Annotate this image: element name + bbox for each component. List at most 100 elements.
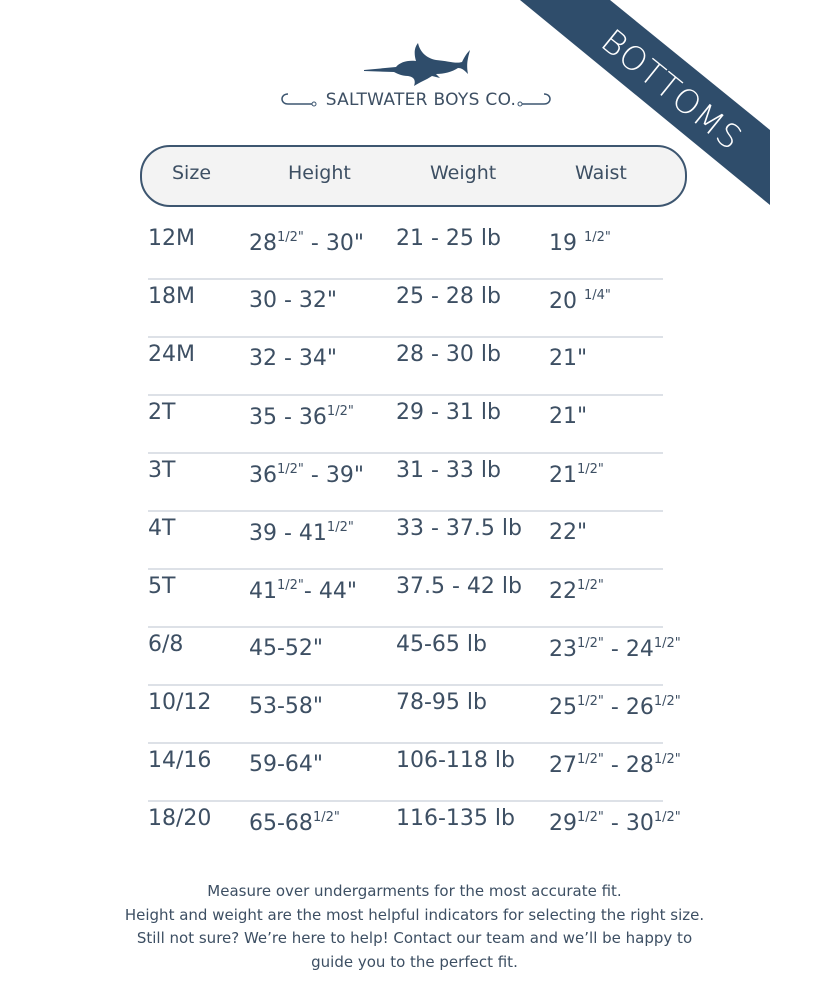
cell-text: 21" <box>549 404 588 429</box>
cell-text: 23 <box>549 637 577 662</box>
cell-height: 411/2"- 44" <box>249 578 357 604</box>
cell-waist: 231/2" - 241/2" <box>549 636 681 662</box>
cell-text: 27 <box>549 753 577 778</box>
cell-size: 4T <box>148 516 176 541</box>
table-row: 24M 32 - 34" 28 - 30 lb 21" <box>148 338 663 396</box>
cell-weight: 106-118 lb <box>396 748 515 773</box>
table-row: 4T 39 - 411/2" 33 - 37.5 lb 22" <box>148 512 663 570</box>
cell-text: - 28 <box>603 753 654 778</box>
cell-height: 65-681/2" <box>249 810 340 836</box>
row-divider <box>148 278 663 280</box>
cell-waist: 211/2" <box>549 462 604 488</box>
hook-right-icon <box>517 93 551 107</box>
fraction-superscript: 1/2" <box>277 578 304 593</box>
fraction-superscript: 1/2" <box>277 462 304 477</box>
fraction-superscript: 1/2" <box>577 810 604 825</box>
fraction-superscript: 1/2" <box>577 462 604 477</box>
cell-size: 6/8 <box>148 632 184 657</box>
bottoms-banner <box>520 0 770 205</box>
brand-logo: SALTWATER BOYS CO. <box>276 40 566 120</box>
cell-weight: 29 - 31 lb <box>396 400 501 425</box>
fraction-superscript: 1/2" <box>277 230 304 245</box>
cell-height: 281/2" - 30" <box>249 230 364 256</box>
table-row: 3T 361/2" - 39" 31 - 33 lb 211/2" <box>148 454 663 512</box>
cell-weight: 28 - 30 lb <box>396 342 501 367</box>
cell-text: 28 <box>249 231 277 256</box>
table-row: 14/16 59-64" 106-118 lb 271/2" - 281/2" <box>148 744 681 802</box>
cell-size: 18M <box>148 284 195 309</box>
table-row: 2T 35 - 361/2" 29 - 31 lb 21" <box>148 396 663 454</box>
cell-weight: 45-65 lb <box>396 632 487 657</box>
cell-weight: 116-135 lb <box>396 806 515 831</box>
cell-text: 45-52" <box>249 636 324 661</box>
cell-text: 59-64" <box>249 752 324 777</box>
row-divider <box>148 452 663 454</box>
cell-text: 21 <box>549 463 577 488</box>
table-header: Size Height Weight Waist <box>140 145 687 207</box>
cell-text: 19 <box>549 231 584 256</box>
cell-size: 2T <box>148 400 176 425</box>
header-weight: Weight <box>430 162 497 184</box>
row-divider <box>148 336 663 338</box>
cell-height: 35 - 361/2" <box>249 404 354 430</box>
cell-waist: 20 1/4" <box>549 288 611 314</box>
cell-text: 20 <box>549 289 584 314</box>
fraction-superscript: 1/2" <box>577 578 604 593</box>
cell-height: 39 - 411/2" <box>249 520 354 546</box>
table-row: 18M 30 - 32" 25 - 28 lb 20 1/4" <box>148 280 663 338</box>
cell-text: 39 - 41 <box>249 521 327 546</box>
row-divider <box>148 800 663 802</box>
cell-text: - 30 <box>603 811 654 836</box>
cell-text: 36 <box>249 463 277 488</box>
cell-size: 5T <box>148 574 176 599</box>
cell-text: 30 - 32" <box>249 288 338 313</box>
fraction-superscript: 1/2" <box>653 752 681 767</box>
fraction-superscript: 1/2" <box>653 810 681 825</box>
cell-text: 53-58" <box>249 694 324 719</box>
fraction-superscript: 1/2" <box>577 752 604 767</box>
cell-height: 53-58" <box>249 694 323 719</box>
cell-text: 22" <box>549 520 588 545</box>
fit-note: Measure over undergarments for the most … <box>0 880 829 974</box>
footer-line: Measure over undergarments for the most … <box>207 882 622 900</box>
cell-text: 29 <box>549 811 577 836</box>
cell-waist: 291/2" - 301/2" <box>549 810 681 836</box>
table-row: 10/12 53-58" 78-95 lb 251/2" - 261/2" <box>148 686 681 744</box>
cell-text: - 39" <box>303 463 364 488</box>
cell-height: 59-64" <box>249 752 323 777</box>
table-row: 18/20 65-681/2" 116-135 lb 291/2" - 301/2" <box>148 802 681 860</box>
row-divider <box>148 626 663 628</box>
header-size: Size <box>172 162 212 184</box>
fraction-superscript: 1/2" <box>312 810 340 825</box>
cell-weight: 78-95 lb <box>396 690 487 715</box>
row-divider <box>148 394 663 396</box>
cell-height: 45-52" <box>249 636 323 661</box>
cell-text: - 30" <box>303 231 364 256</box>
cell-size: 24M <box>148 342 195 367</box>
header-height: Height <box>288 162 351 184</box>
footer-line: guide you to the perfect fit. <box>311 952 518 971</box>
cell-size: 14/16 <box>148 748 212 773</box>
footer-line: Height and weight are the most helpful i… <box>124 905 705 924</box>
cell-waist: 21" <box>549 404 587 429</box>
cell-text: 32 - 34" <box>249 346 338 371</box>
marlin-icon <box>364 43 470 86</box>
table-row: 6/8 45-52" 45-65 lb 231/2" - 241/2" <box>148 628 681 686</box>
row-divider <box>148 510 663 512</box>
cell-text: - 44" <box>303 579 357 604</box>
fraction-superscript: 1/4" <box>584 288 611 303</box>
table-row: 5T 411/2"- 44" 37.5 - 42 lb 221/2" <box>148 570 663 628</box>
cell-size: 12M <box>148 226 195 251</box>
fraction-superscript: 1/2" <box>326 520 354 535</box>
fraction-superscript: 1/2" <box>577 694 604 709</box>
cell-waist: 21" <box>549 346 587 371</box>
fraction-superscript: 1/2" <box>653 636 681 651</box>
cell-text: 21" <box>549 346 588 371</box>
brand-name: SALTWATER BOYS CO. <box>325 90 517 110</box>
fraction-superscript: 1/2" <box>584 230 611 245</box>
footer-line: Still not sure? We’re here to help! Cont… <box>136 929 693 947</box>
cell-text: 65-68 <box>249 811 313 836</box>
cell-weight: 21 - 25 lb <box>396 226 501 251</box>
cell-height: 32 - 34" <box>249 346 337 371</box>
fraction-superscript: 1/2" <box>577 636 604 651</box>
